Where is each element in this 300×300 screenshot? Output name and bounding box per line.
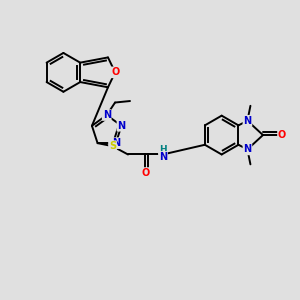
Text: N: N (112, 138, 120, 148)
Text: N: N (243, 144, 251, 154)
Text: O: O (141, 168, 149, 178)
Text: O: O (278, 130, 286, 140)
Text: N: N (159, 152, 167, 162)
Text: H: H (159, 145, 167, 154)
Text: N: N (103, 110, 111, 120)
Text: O: O (111, 68, 119, 77)
Text: S: S (109, 141, 116, 151)
Text: N: N (243, 116, 251, 126)
Text: N: N (117, 121, 125, 131)
